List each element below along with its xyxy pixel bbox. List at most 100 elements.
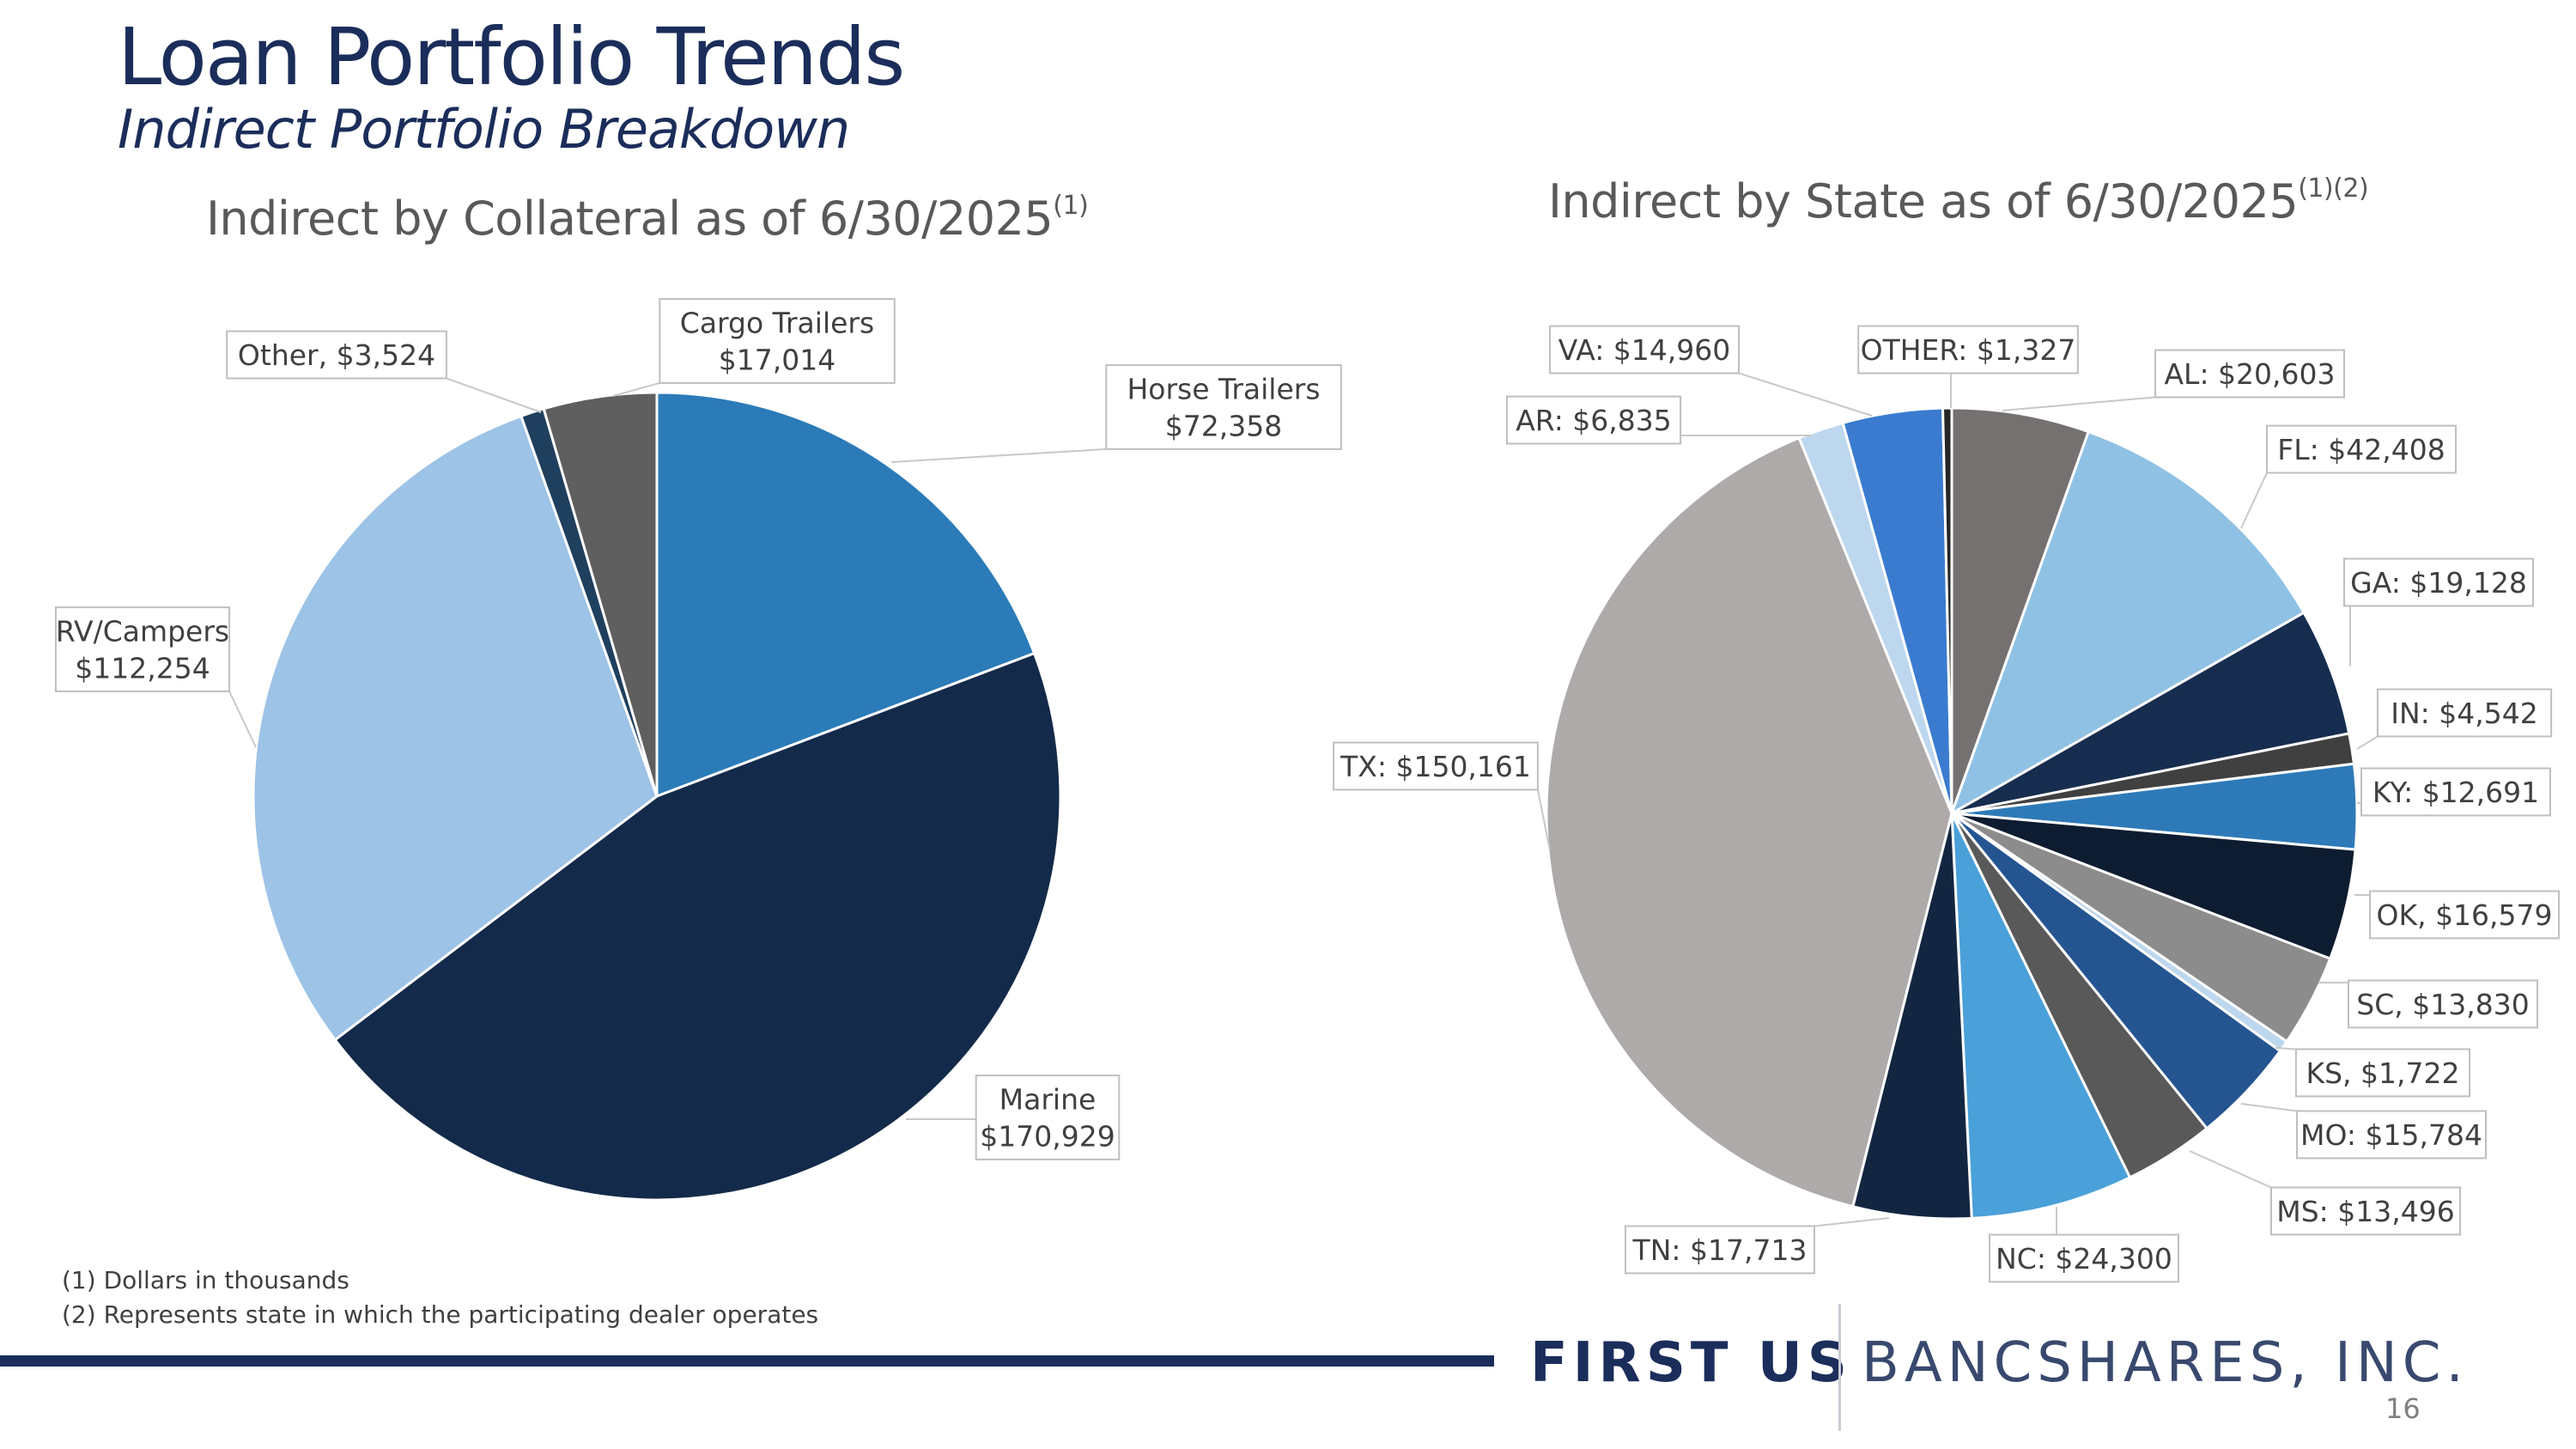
state-label-box-nc <box>1989 1233 2179 1283</box>
state-label-ok: OK, $16,579 <box>2354 890 2560 940</box>
logo-bancshares: BANCSHARES, INC. <box>1862 1331 2469 1395</box>
collateral-title-note: (1) <box>1053 191 1089 221</box>
state-label-text-ok: OK, $16,579 <box>2376 898 2552 932</box>
footer-rule <box>0 1355 1494 1367</box>
state-label-text-nc: NC: $24,300 <box>1996 1242 2172 1275</box>
collateral-label-value-rv-campers: $112,254 <box>75 652 210 685</box>
state-label-text-ks: KS, $1,722 <box>2306 1056 2459 1090</box>
state-leader-tn <box>1814 1217 1890 1227</box>
state-label-text-al: AL: $20,603 <box>2164 357 2335 391</box>
collateral-slice-horse-trailers <box>655 391 1036 799</box>
collateral-pie-chart: Horse Trailers $72,358 Marine$170,929 RV/Ca… <box>54 298 1342 1202</box>
state-label-text-sc: SC, $13,830 <box>2356 988 2529 1021</box>
state-label-box-va <box>1549 325 1740 374</box>
state-label-box-sc <box>2348 979 2538 1029</box>
state-leader-tx <box>1536 789 1551 851</box>
page-title: Loan Portfolio Trends <box>118 11 905 103</box>
collateral-label-value-cargo-trailers: $17,014 <box>719 344 835 377</box>
state-label-text-fl: FL: $42,408 <box>2277 433 2445 466</box>
state-label-ks: KS, $1,722 <box>2275 1047 2471 1098</box>
state-label-sc: SC, $13,830 <box>2318 979 2538 1029</box>
state-label-box-ks <box>2294 1048 2471 1098</box>
state-label-box-mo <box>2296 1110 2487 1160</box>
state-label-box-fl <box>2266 424 2457 474</box>
collateral-label-box-other <box>226 330 447 380</box>
collateral-label-value-horse-trailers: $72,358 <box>1165 410 1282 443</box>
state-label-box-al <box>2154 349 2345 399</box>
state-label-text-va: VA: $14,960 <box>1558 333 1731 367</box>
logo-divider <box>1838 1304 1841 1431</box>
state-label-mo: MO: $15,784 <box>2240 1103 2487 1160</box>
state-leader-va <box>1738 372 1873 417</box>
collateral-label-box-cargo-trailers <box>659 298 896 384</box>
collateral-leader-horse-trailers <box>890 447 1107 463</box>
collateral-leader-rv-campers <box>228 691 257 748</box>
collateral-label-name-cargo-trailers: Cargo Trailers <box>680 307 874 340</box>
footnote-1: (1) Dollars in thousands <box>62 1266 349 1294</box>
state-slice-nc <box>1950 813 2132 1220</box>
state-label-text-other: OTHER: $1,327 <box>1861 333 2076 367</box>
state-label-nc: NC: $24,300 <box>1989 1207 2179 1283</box>
state-slice-ga <box>1951 611 2351 815</box>
state-label-box-ok <box>2369 890 2560 940</box>
collateral-label-text-other: Other, $3,524 <box>238 338 435 372</box>
state-label-in: IN: $4,542 <box>2356 688 2553 750</box>
state-leader-mo <box>2240 1103 2298 1112</box>
state-label-text-mo: MO: $15,784 <box>2300 1118 2482 1152</box>
state-leader-ms <box>2189 1150 2272 1189</box>
collateral-slice-cargo-trailers <box>542 391 659 797</box>
state-label-box-other <box>1857 325 2079 374</box>
state-label-fl: FL: $42,408 <box>2240 424 2457 529</box>
collateral-label-cargo-trailers: Cargo Trailers $17,014 <box>612 298 896 397</box>
collateral-label-value-marine: $170,929 <box>980 1120 1115 1154</box>
collateral-label-box-horse-trailers <box>1105 364 1342 450</box>
collateral-label-box-rv-campers <box>54 606 231 692</box>
collateral-leader-cargo-trailers <box>612 381 660 397</box>
collateral-slice-rv-campers <box>252 414 659 1042</box>
state-label-box-ar <box>1505 395 1682 445</box>
state-slice-fl <box>1949 429 2306 817</box>
state-label-box-in <box>2376 688 2553 738</box>
collateral-chart-title: Indirect by Collateral as of 6/30/2025(1… <box>206 191 1089 246</box>
collateral-label-other: Other, $3,524 <box>226 330 542 413</box>
state-label-text-tn: TN: $17,713 <box>1632 1233 1807 1267</box>
state-label-ar: AR: $6,835 <box>1505 395 1812 445</box>
collateral-slice-marine <box>333 651 1062 1202</box>
state-label-box-ms <box>2270 1186 2461 1236</box>
state-label-box-ky <box>2360 767 2551 817</box>
state-label-va: VA: $14,960 <box>1549 325 1873 417</box>
state-label-text-tx: TX: $150,161 <box>1340 750 1531 783</box>
state-leader-in <box>2356 735 2379 750</box>
state-label-text-ms: MS: $13,496 <box>2276 1195 2455 1228</box>
logo-first-us: FIRST US <box>1530 1331 1852 1395</box>
collateral-label-name-rv-campers: RV/Campers <box>56 615 229 648</box>
state-label-box-ga <box>2343 557 2534 607</box>
state-label-box-tn <box>1625 1225 1815 1275</box>
collateral-label-box-marine <box>975 1075 1121 1160</box>
collateral-label-rv-campers: RV/Campers $112,254 <box>54 606 257 748</box>
state-label-text-ga: GA: $19,128 <box>2350 566 2527 600</box>
collateral-leader-other <box>446 377 542 413</box>
state-slice-al <box>1950 406 2091 814</box>
page-subtitle: Indirect Portfolio Breakdown <box>118 98 850 161</box>
state-label-other: OTHER: $1,327 <box>1857 325 2079 408</box>
state-leader-fl <box>2240 472 2268 529</box>
collateral-label-horse-trailers: Horse Trailers $72,358 <box>890 364 1342 463</box>
state-label-tx: TX: $150,161 <box>1333 741 1551 851</box>
state-title-note: (1)(2) <box>2298 174 2369 204</box>
state-leader-ks <box>2275 1047 2296 1050</box>
state-label-ky: KY: $12,691 <box>2357 767 2551 817</box>
state-pie-chart: AL: $20,603 FL: $42,408 GA: $19,128 IN: $4,… <box>1333 325 2560 1283</box>
state-label-ms: MS: $13,496 <box>2189 1150 2461 1236</box>
state-label-text-in: IN: $4,542 <box>2391 697 2538 730</box>
state-chart-title: Indirect by State as of 6/30/2025(1)(2) <box>1548 174 2369 228</box>
state-label-text-ky: KY: $12,691 <box>2372 776 2539 809</box>
collateral-label-name-marine: Marine <box>999 1083 1097 1117</box>
state-label-text-ar: AR: $6,835 <box>1516 404 1672 437</box>
footnote-2: (2) Represents state in which the partic… <box>62 1300 819 1329</box>
state-label-ga: GA: $19,128 <box>2343 557 2534 667</box>
state-label-box-tx <box>1333 741 1539 791</box>
page-number: 16 <box>2385 1392 2421 1425</box>
collateral-label-name-horse-trailers: Horse Trailers <box>1127 373 1320 406</box>
